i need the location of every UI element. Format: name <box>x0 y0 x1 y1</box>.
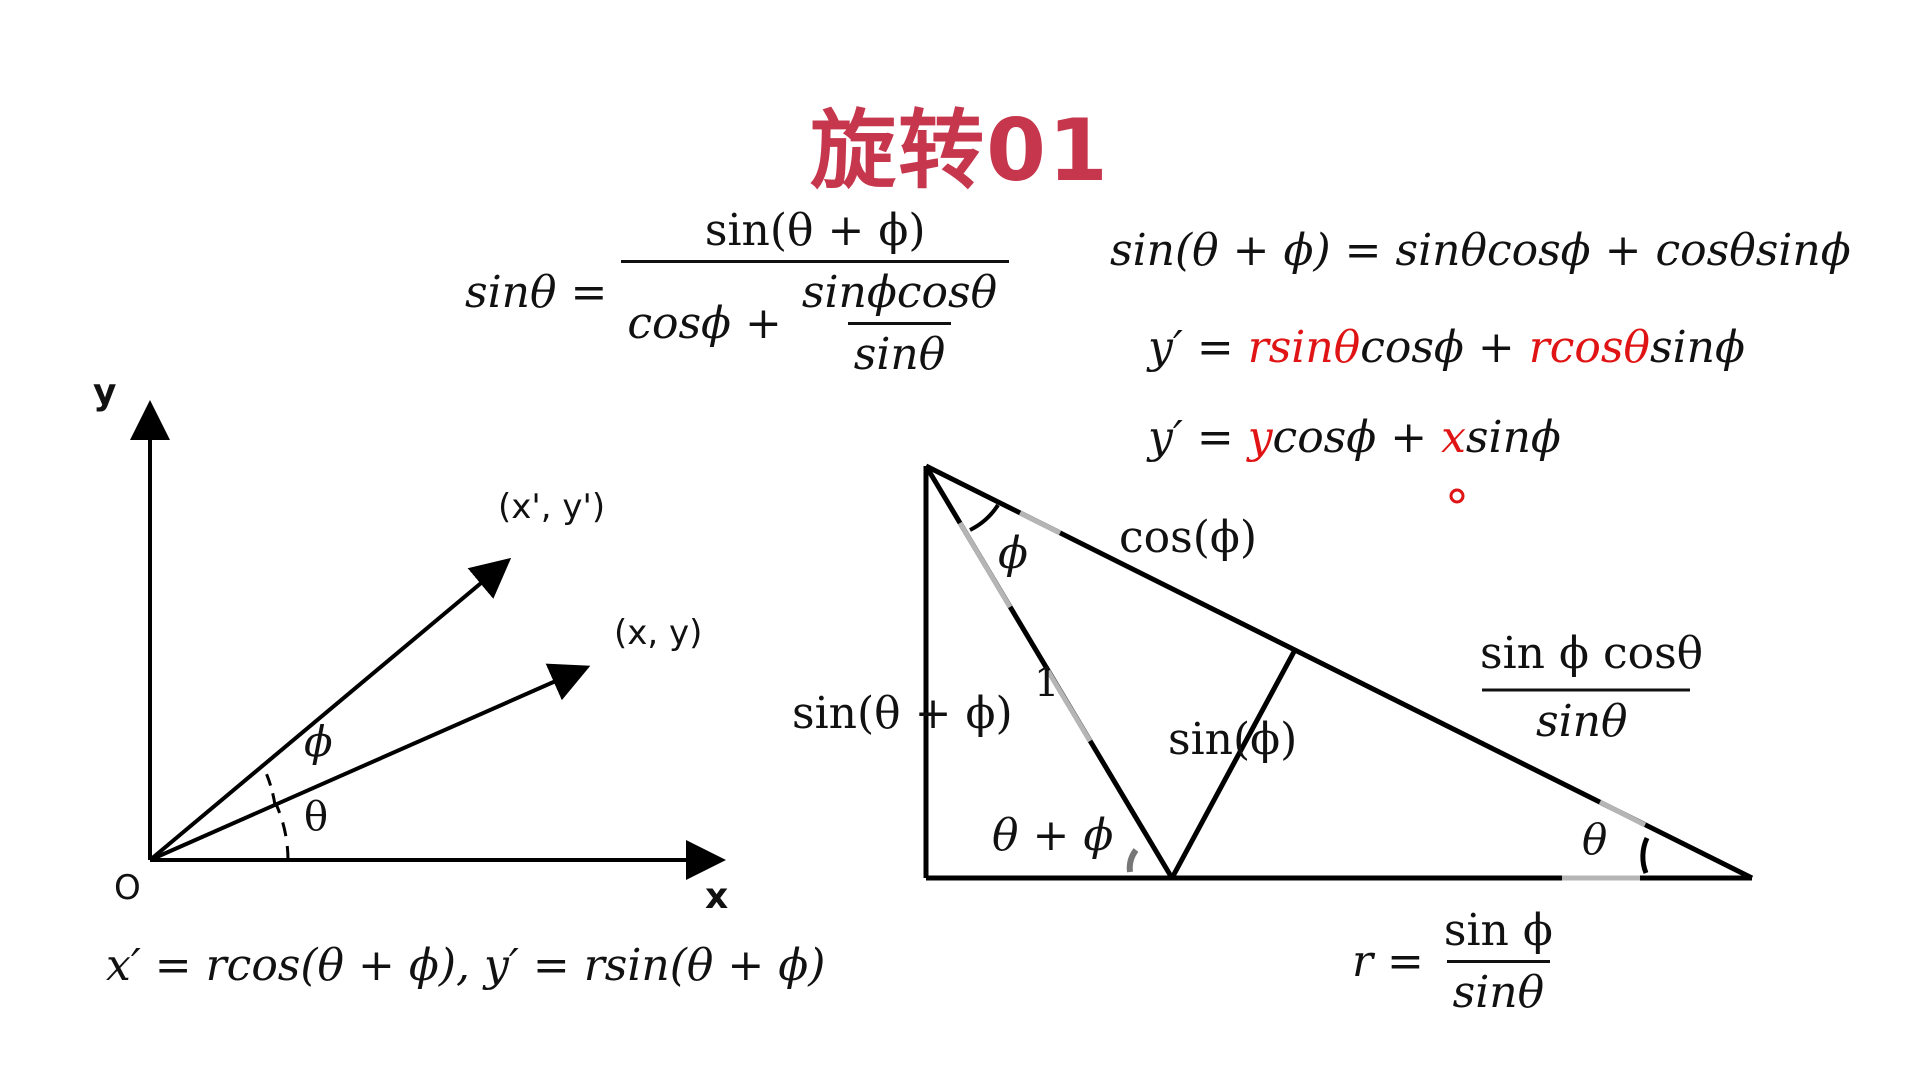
r-formula: r = sin ϕ sinθ <box>1352 905 1559 1018</box>
yprime-line-1: y′ = rsinθcosϕ + rcosθsinϕ <box>1148 322 1745 373</box>
phi-arc <box>260 763 277 806</box>
theta-phi-arc <box>1126 848 1139 873</box>
point-label: (x, y) <box>614 613 703 653</box>
bottom-left-formula: x′ = rcos(θ + ϕ), y′ = rsin(θ + ϕ) <box>106 940 826 991</box>
r-denominator: sinθ <box>1446 960 1551 1018</box>
yprime2-part1: y′ = <box>1148 412 1248 463</box>
triangle-theta-arc <box>1640 836 1650 874</box>
yprime1-part2: rsinθ <box>1247 322 1361 373</box>
sin-theta-den-a: cosϕ + <box>627 298 782 349</box>
yprime2-part5: sinϕ <box>1465 412 1561 463</box>
sin-theta-phi-label: sin(θ + ϕ) <box>792 688 1013 739</box>
yprime2-part3: cosϕ + <box>1272 412 1442 463</box>
unit-label: 1 <box>1034 660 1060 706</box>
cos-phi-label: cos(ϕ) <box>1119 512 1258 563</box>
axes-phi-label: ϕ <box>304 717 333 766</box>
unit-seg-grey-1 <box>957 521 1013 609</box>
sin-phi-label: sin(ϕ) <box>1168 714 1298 765</box>
point-prime-label: (x', y') <box>498 487 606 527</box>
inner-denominator: sinθ <box>847 322 952 380</box>
yprime-line-2: y′ = ycosϕ + xsinϕ <box>1148 412 1561 463</box>
inner-numerator: sinϕcosθ <box>801 267 998 318</box>
sin-theta-numerator: sin(θ + ϕ) <box>704 205 926 256</box>
sin-phi-segment <box>1169 646 1299 880</box>
hyp-grey-2 <box>1598 799 1647 828</box>
yprime2-part4: x <box>1441 412 1466 463</box>
vector-xy-prime <box>148 557 512 862</box>
origin-label: O <box>114 868 141 908</box>
r-fraction: sin ϕ sinθ <box>1438 905 1559 1018</box>
triangle-figure <box>923 463 1754 881</box>
sin-theta-fraction: sin(θ + ϕ) cosϕ + sinϕcosθ sinθ <box>621 205 1010 380</box>
triangle-theta-label: θ <box>1582 815 1608 864</box>
yprime1-part3: cosϕ + <box>1360 322 1529 373</box>
page-title: 旋转01 <box>810 101 1110 201</box>
axes-theta-label: θ <box>304 794 329 840</box>
sin-theta-lhs: sinθ = <box>465 267 608 318</box>
sin-theta-formula: sinθ = sin(θ + ϕ) cosϕ + sinϕcosθ sinθ <box>465 205 1010 380</box>
triangle-phi-label: ϕ <box>998 528 1028 579</box>
sin-theta-inner-fraction: sinϕcosθ sinθ <box>796 267 1003 380</box>
vector-xy <box>149 663 591 862</box>
yprime2-part2: y <box>1247 412 1273 463</box>
coordinate-axes <box>130 400 726 880</box>
theta-arc <box>274 803 290 861</box>
sin-theta-denominator: cosϕ + sinϕcosθ sinθ <box>621 260 1010 380</box>
triangle-frac-num: sin ϕ cosθ <box>1480 628 1704 679</box>
yprime1-part1: y′ = <box>1148 322 1248 373</box>
identity-formula: sin(θ + ϕ) = sinθcosϕ + cosθsinϕ <box>1110 225 1851 276</box>
yprime1-part4: rcosθ <box>1528 322 1650 373</box>
y-axis-label: y <box>93 372 117 413</box>
hyp-grey-1 <box>1018 510 1062 536</box>
x-axis-label: x <box>705 876 729 917</box>
cursor-dot <box>1449 488 1465 504</box>
r-lhs: r = <box>1352 936 1424 987</box>
r-numerator: sin ϕ <box>1443 905 1553 956</box>
triangle-frac-den: sinθ <box>1536 696 1628 747</box>
triangle-phi-arc <box>969 503 1000 532</box>
yprime1-part5: sinϕ <box>1650 322 1745 373</box>
theta-phi-label: θ + ϕ <box>992 810 1114 861</box>
unit-seg-grey-2 <box>1045 669 1093 743</box>
